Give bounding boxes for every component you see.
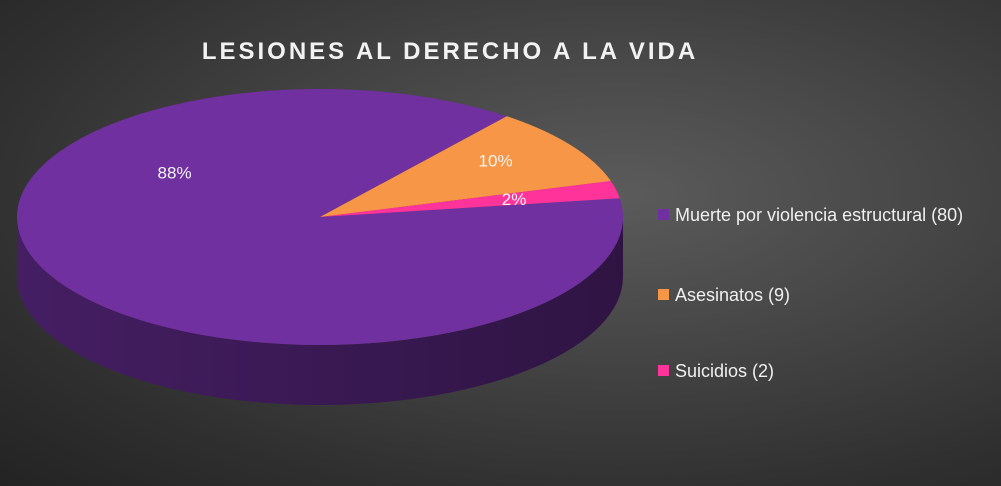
legend-item-suicidios: Suicidios (2): [658, 358, 985, 384]
chart-title: LESIONES AL DERECHO A LA VIDA: [201, 38, 699, 65]
legend-swatch-suicidios: [658, 365, 669, 376]
data-label-suicidios: 2%: [502, 190, 527, 209]
legend-label-asesinatos: Asesinatos (9): [675, 285, 791, 305]
legend-swatch-asesinatos: [658, 289, 669, 300]
data-label-muerte: 88%: [158, 164, 192, 183]
legend-label-muerte: Muerte por violencia estructural (80): [675, 205, 964, 225]
data-label-asesinatos: 10%: [479, 152, 513, 171]
legend-item-muerte: Muerte por violencia estructural (80): [658, 202, 985, 228]
pie-slice-asesinatos: [320, 116, 611, 217]
legend-item-asesinatos: Asesinatos (9): [658, 282, 985, 308]
legend-swatch-muerte: [658, 209, 669, 220]
pie-top: [17, 88, 623, 345]
pie-slice-suicidios: [320, 181, 620, 217]
legend-label-suicidios: Suicidios (2): [675, 361, 775, 381]
pie-side-muerte: [17, 217, 623, 405]
pie-side-walls: [17, 217, 623, 405]
